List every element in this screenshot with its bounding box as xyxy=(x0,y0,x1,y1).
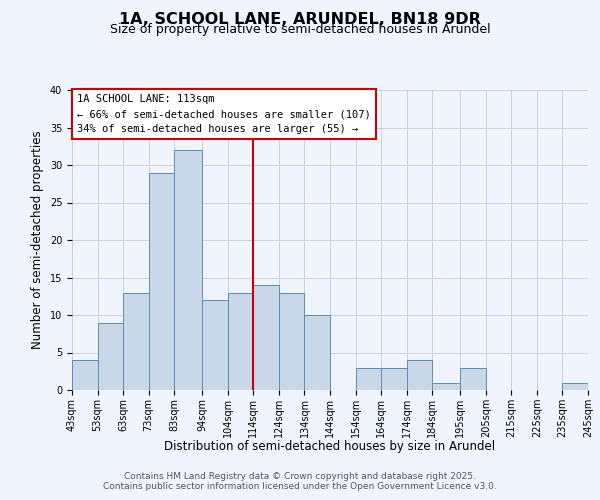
Bar xyxy=(228,292,253,390)
Bar xyxy=(460,368,486,390)
Bar xyxy=(432,382,460,390)
Text: 1A SCHOOL LANE: 113sqm
← 66% of semi-detached houses are smaller (107)
34% of se: 1A SCHOOL LANE: 113sqm ← 66% of semi-det… xyxy=(77,94,371,134)
Bar xyxy=(72,360,98,390)
Bar xyxy=(123,292,149,390)
Bar xyxy=(253,285,279,390)
Bar xyxy=(279,292,304,390)
Y-axis label: Number of semi-detached properties: Number of semi-detached properties xyxy=(31,130,44,350)
Text: 1A, SCHOOL LANE, ARUNDEL, BN18 9DR: 1A, SCHOOL LANE, ARUNDEL, BN18 9DR xyxy=(119,12,481,28)
Bar xyxy=(304,315,330,390)
Bar xyxy=(149,172,174,390)
Bar xyxy=(562,382,588,390)
Text: Contains public sector information licensed under the Open Government Licence v3: Contains public sector information licen… xyxy=(103,482,497,491)
Text: Size of property relative to semi-detached houses in Arundel: Size of property relative to semi-detach… xyxy=(110,24,490,36)
Text: Contains HM Land Registry data © Crown copyright and database right 2025.: Contains HM Land Registry data © Crown c… xyxy=(124,472,476,481)
Bar xyxy=(356,368,381,390)
Bar xyxy=(407,360,432,390)
Bar xyxy=(174,150,202,390)
Bar xyxy=(98,322,123,390)
Bar xyxy=(202,300,228,390)
X-axis label: Distribution of semi-detached houses by size in Arundel: Distribution of semi-detached houses by … xyxy=(164,440,496,453)
Bar xyxy=(381,368,407,390)
